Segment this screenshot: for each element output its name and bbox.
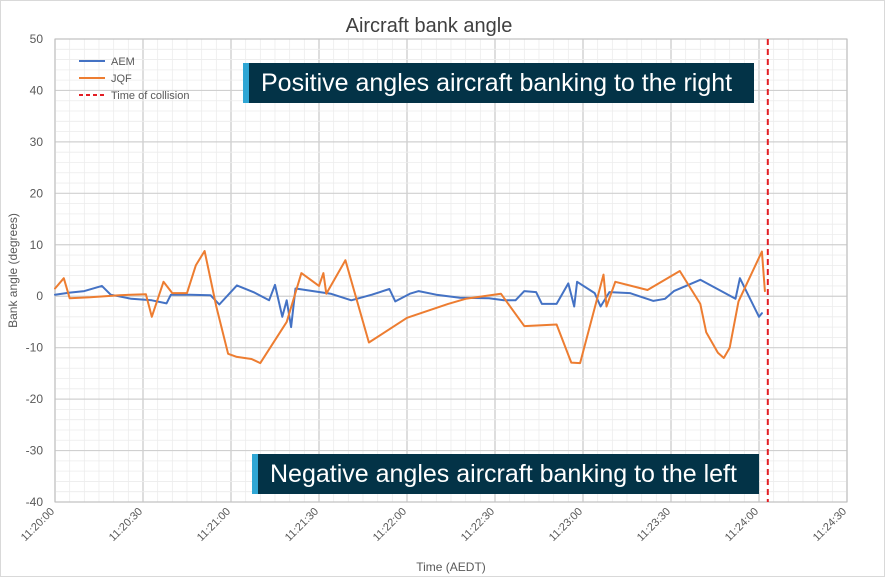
- x-tick-label: 11:21:00: [195, 506, 233, 544]
- series-line-jqf: [54, 250, 766, 365]
- plot-area-border: [54, 38, 848, 503]
- series-line-aem: [54, 277, 763, 329]
- callout-negative: Negative angles aircraft banking to the …: [252, 454, 759, 494]
- callout-negative-text: Negative angles aircraft banking to the …: [270, 460, 737, 488]
- x-tick-label: 11:22:00: [371, 506, 409, 544]
- x-axis-label: Time (AEDT): [416, 560, 486, 574]
- y-tick-label: 50: [30, 32, 44, 46]
- x-tick-label: 11:22:30: [459, 506, 497, 544]
- x-tick-label: 11:23:30: [635, 506, 673, 544]
- y-tick-label: -20: [26, 392, 44, 406]
- callout-positive-text: Positive angles aircraft banking to the …: [261, 69, 733, 97]
- x-tick-label: 11:24:00: [723, 506, 761, 544]
- legend-label: JQF: [111, 73, 132, 85]
- gridlines: [54, 38, 848, 503]
- y-tick-label: 30: [30, 135, 44, 149]
- y-tick-label: 20: [30, 186, 44, 200]
- y-tick-label: -40: [26, 495, 44, 509]
- x-tick-label: 11:21:30: [283, 506, 321, 544]
- callout-positive: Positive angles aircraft banking to the …: [243, 63, 755, 103]
- y-tick-label: -30: [26, 444, 44, 458]
- legend-label: Time of collision: [111, 90, 189, 102]
- callout-positive-accent: [243, 63, 249, 103]
- legend-label: AEM: [111, 56, 135, 68]
- x-tick-label: 11:24:30: [811, 506, 849, 544]
- y-tick-label: 10: [30, 238, 44, 252]
- y-tick-label: 0: [36, 289, 43, 303]
- y-tick-label: 40: [30, 83, 44, 97]
- legend: AEM JQF Time of collision: [79, 56, 189, 102]
- x-tick-label: 11:23:00: [547, 506, 585, 544]
- y-tick-label: -10: [26, 341, 44, 355]
- y-axis-label: Bank angle (degrees): [6, 213, 20, 328]
- chart-title: Aircraft bank angle: [346, 15, 513, 37]
- x-tick-label: 11:20:00: [19, 506, 57, 544]
- callout-negative-accent: [252, 454, 258, 494]
- x-tick-label: 11:20:30: [107, 506, 145, 544]
